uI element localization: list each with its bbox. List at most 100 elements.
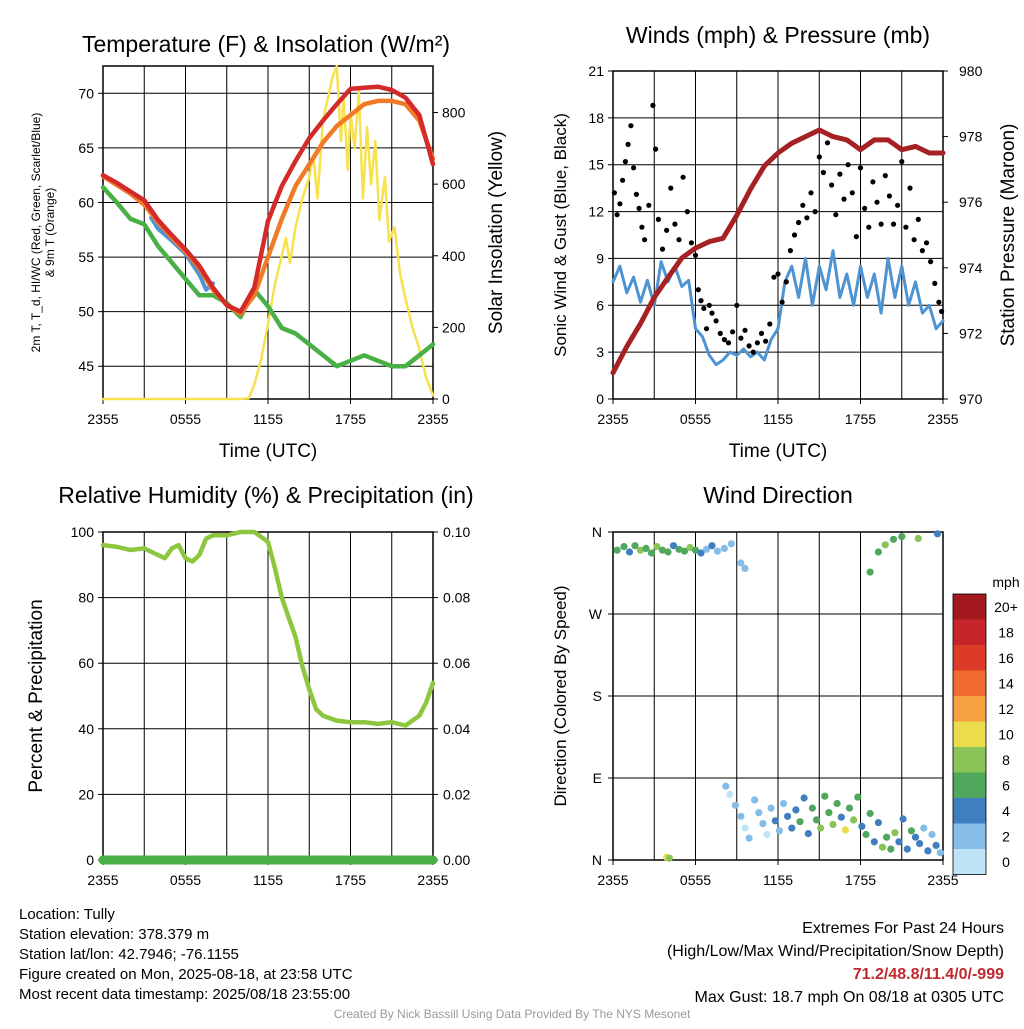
direction-point — [887, 845, 895, 853]
y2-axis-label: Station Pressure (Maroon) — [998, 124, 1019, 347]
panel-title: Winds (mph) & Pressure (mb) — [626, 22, 930, 48]
direction-point — [697, 549, 705, 557]
extremes-values: 71.2/48.8/11.4/0/-999 — [852, 966, 1004, 983]
gust-point — [878, 221, 884, 227]
gust-point — [653, 146, 659, 152]
y-tick-label: 70 — [78, 85, 94, 101]
legend-label: 4 — [1002, 803, 1010, 819]
y2-tick-label: 0 — [442, 391, 450, 407]
x-tick-label: 1755 — [335, 411, 366, 427]
gust-point — [857, 165, 864, 171]
direction-point — [881, 541, 889, 549]
direction-point — [932, 841, 940, 850]
gust-point — [695, 287, 701, 293]
extremes-subtitle: (High/Low/Max Wind/Precipitation/Snow De… — [666, 943, 1004, 960]
gust-point — [698, 298, 704, 304]
y2-tick-label: 978 — [959, 129, 983, 145]
gust-point — [655, 216, 662, 222]
direction-point — [741, 824, 749, 832]
gust-point — [903, 224, 909, 230]
created-text: Figure created on Mon, 2025-08-18, at 23… — [19, 966, 353, 983]
y-tick-label: 55 — [78, 249, 94, 265]
direction-point — [812, 816, 821, 824]
gust-point — [845, 162, 851, 168]
gust-point — [758, 330, 765, 336]
direction-point — [759, 820, 767, 828]
extremes-box: Extremes For Past 24 Hours (High/Low/Max… — [667, 917, 1004, 1009]
x-tick-label: 1155 — [253, 411, 283, 427]
y-tick-label: 80 — [78, 590, 94, 606]
direction-point — [808, 804, 817, 812]
gust-point — [734, 302, 740, 308]
x-tick-label: 1155 — [253, 872, 283, 888]
y-tick-label: 0 — [596, 391, 604, 407]
y-tick-label: 60 — [78, 194, 94, 210]
y-axis-label-line: & 9m T (Orange) — [43, 188, 57, 278]
x-tick-label: 2355 — [87, 872, 118, 888]
gust-point — [882, 173, 888, 179]
x-tick-label: 1755 — [845, 411, 876, 427]
y-axis-label: Percent & Precipitation — [26, 599, 47, 792]
x-tick-label: 2355 — [597, 872, 628, 888]
y-tick-label: S — [593, 688, 602, 704]
direction-point — [914, 534, 922, 543]
x-tick-label: 0555 — [170, 411, 201, 427]
y-tick-label: 45 — [78, 358, 94, 374]
direction-point — [613, 546, 621, 554]
gust-point — [767, 321, 773, 327]
y-axis-label: 2m T, T_d, HI/WC (Red, Green, Scarlet/Bl… — [29, 113, 57, 353]
gust-point — [886, 193, 893, 199]
y2-tick-label: 200 — [442, 319, 466, 335]
direction-point — [874, 819, 883, 827]
gust-point — [730, 329, 736, 335]
direction-point — [903, 845, 911, 853]
legend-label: 10 — [998, 726, 1014, 742]
gust-point — [633, 191, 640, 197]
x-tick-label: 0555 — [680, 411, 711, 427]
legend-label: 2 — [1002, 828, 1010, 844]
direction-point — [708, 542, 716, 550]
y2-tick-label: 970 — [959, 391, 983, 407]
location-text: Location: Tully — [19, 906, 115, 923]
y2-tick-label: 976 — [959, 194, 983, 210]
direction-point — [727, 540, 735, 548]
gust-point — [841, 196, 847, 202]
legend-swatch — [953, 849, 986, 875]
legend-label: 6 — [1002, 777, 1010, 793]
x-tick-label: 0555 — [680, 872, 711, 888]
legend-label: 12 — [998, 701, 1014, 717]
gust-point — [791, 232, 798, 238]
y-tick-label: 40 — [78, 721, 94, 737]
direction-point — [658, 546, 667, 554]
direction-point — [726, 790, 734, 799]
legend-title: mph — [992, 574, 1019, 590]
gust-point — [636, 205, 642, 211]
gust-point — [692, 252, 699, 258]
x-tick-label: 1155 — [763, 411, 793, 427]
gust-point — [862, 205, 868, 211]
x-tick-label: 2355 — [927, 411, 958, 427]
y2-tick-label: 0.06 — [443, 655, 470, 671]
gust-point — [717, 330, 723, 336]
y2-tick-label: 0.04 — [443, 721, 470, 737]
direction-point — [862, 830, 870, 839]
gust-point — [703, 326, 710, 332]
gust-point — [890, 221, 897, 227]
x-tick-label: 1755 — [335, 872, 366, 888]
direction-point — [933, 530, 942, 538]
direction-point — [751, 796, 759, 804]
gust-point — [713, 318, 719, 324]
gust-point — [783, 279, 789, 285]
gust-point — [812, 209, 818, 215]
gust-point — [915, 216, 921, 222]
legend-label: 16 — [998, 650, 1014, 666]
direction-point — [920, 824, 928, 832]
latlon-text: Station lat/lon: 42.7946; -76.1155 — [19, 946, 239, 963]
y-tick-label: E — [593, 770, 602, 786]
direction-point — [845, 804, 854, 812]
gust-point — [907, 185, 913, 191]
direction-point — [631, 542, 639, 550]
direction-point — [653, 543, 661, 551]
gust-point — [932, 280, 938, 286]
legend-swatch — [953, 721, 986, 747]
